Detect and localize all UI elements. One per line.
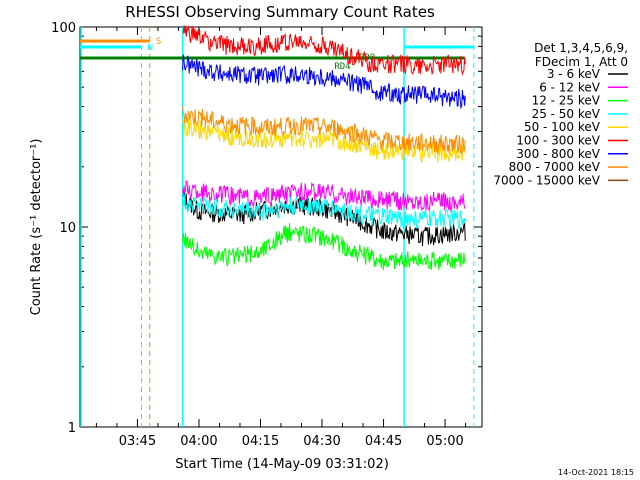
y-tick-label: 1 <box>68 421 76 436</box>
flag-label: RD4 <box>334 62 350 72</box>
flag-label: S <box>156 37 161 47</box>
legend-label: 800 - 7000 keV <box>509 160 601 174</box>
footer-date: 14-Oct-2021 18:15 <box>558 468 634 477</box>
series-line <box>182 25 466 76</box>
x-tick-label: 03:45 <box>119 434 156 449</box>
series-line <box>182 192 466 230</box>
y-tick-label: 100 <box>51 21 76 36</box>
legend-label: 300 - 800 keV <box>516 147 600 161</box>
legend: Det 1,3,4,5,6,9, FDecim 1, Att 0 3 - 6 k… <box>493 41 628 187</box>
x-axis-label: Start Time (14-May-09 03:31:02) <box>175 457 389 472</box>
series-line <box>182 180 466 213</box>
legend-label: 100 - 300 keV <box>516 134 600 148</box>
series-group <box>182 25 466 271</box>
x-tick-label: 04:30 <box>303 434 340 449</box>
legend-label: 50 - 100 keV <box>524 120 601 134</box>
series-line <box>182 54 466 110</box>
x-tick-label: 04:15 <box>242 434 279 449</box>
legend-label: 25 - 50 keV <box>532 107 601 121</box>
legend-header-2: FDecim 1, Att 0 <box>535 55 628 69</box>
series-line <box>182 106 466 155</box>
x-tick-label: 04:45 <box>365 434 402 449</box>
series-line <box>182 118 466 164</box>
y-axis-label: Count Rate (s⁻¹ detector⁻¹) <box>29 139 44 316</box>
legend-label: 12 - 25 keV <box>532 94 601 108</box>
legend-label: 7000 - 15000 keV <box>493 173 600 187</box>
series-line <box>182 222 466 271</box>
plot-frame <box>79 26 483 428</box>
y-axis: 1 10 100 <box>51 21 482 436</box>
legend-header-1: Det 1,3,4,5,6,9, <box>534 41 628 55</box>
legend-label: 6 - 12 keV <box>539 80 601 94</box>
x-tick-label: 04:00 <box>180 434 217 449</box>
y-tick-label: 10 <box>59 221 76 236</box>
legend-label: 3 - 6 keV <box>547 67 601 81</box>
x-axis: 03:45 04:00 04:15 04:30 04:45 05:00 <box>95 27 467 449</box>
flag-label: N <box>148 43 153 53</box>
chart-title: RHESSI Observing Summary Count Rates <box>125 3 435 21</box>
x-tick-label: 05:00 <box>426 434 463 449</box>
